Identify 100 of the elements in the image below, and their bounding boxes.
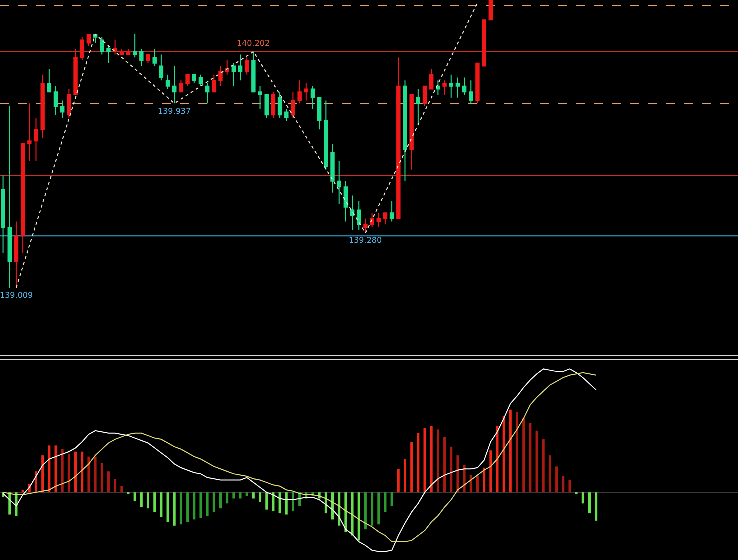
candlestick [264,94,269,119]
candlestick [449,74,454,98]
bar [246,492,248,496]
bar [100,462,104,493]
bar [483,468,486,493]
bar [509,410,512,493]
bar [568,480,572,493]
bar [193,492,196,520]
candlestick [357,201,362,231]
candlestick [344,180,348,222]
candlestick [244,57,250,76]
bar [252,492,255,499]
bar [107,472,110,493]
candlestick [20,143,26,254]
candlestick [100,36,104,56]
bar [456,456,460,493]
candlestick [166,74,170,90]
annotation: 140.202 [237,39,270,48]
candlestick [416,88,421,124]
candlestick [60,100,65,119]
bar [436,430,440,493]
candlestick [186,74,190,87]
candlestick [436,80,440,96]
bar [404,459,406,493]
bar [332,492,334,520]
bar [444,437,446,493]
bar [272,492,275,512]
candlestick [469,80,474,104]
bar [212,492,216,512]
candlestick [364,218,368,234]
bar [88,456,90,493]
candlestick [376,212,381,228]
bar [147,492,150,509]
candlestick [271,92,276,119]
bar [470,475,472,493]
bar [48,446,51,493]
bar [74,452,78,493]
candlestick [442,80,447,96]
bar [154,492,156,512]
candlestick [74,48,78,96]
candlestick [80,36,84,61]
bar [259,492,262,502]
bar [344,492,348,532]
candlestick [8,106,12,288]
bar [81,452,84,493]
bar [536,430,538,493]
annotation: 139.280 [349,236,382,245]
candlestick [383,212,388,226]
bar [476,476,479,493]
candlestick [198,74,204,87]
bar [490,450,492,493]
candlestick [40,74,45,139]
candlestick [54,86,58,116]
bar [8,492,12,515]
bar [285,492,288,515]
bar [542,440,545,493]
candlestick [317,97,322,130]
candlestick [106,46,111,64]
bar [338,492,341,526]
bar [496,426,499,493]
candlestick [67,88,72,119]
bar [140,492,143,508]
bar [42,456,44,493]
candlestick [284,108,289,122]
bar [22,490,24,493]
candlestick [140,48,144,67]
candlestick [218,66,223,87]
bar [186,492,190,522]
candlestick [179,80,184,93]
candlestick [146,54,150,64]
bar [548,456,552,493]
bar [522,418,526,493]
bar [364,492,367,530]
candlestick [476,62,480,104]
candlestick [291,92,296,119]
bar [529,423,532,493]
candlestick [47,68,52,93]
annotation: 139.937 [158,107,192,116]
bar [180,492,182,525]
candlestick [482,20,486,67]
bar [166,492,170,522]
candlestick [396,57,401,220]
bar [410,442,414,493]
bar [266,492,268,510]
bar [120,486,124,493]
bar [502,416,506,493]
bar [397,469,400,493]
bar [417,433,420,493]
bar [219,492,222,509]
bar [588,492,591,514]
bar [390,492,394,506]
bar [384,492,387,512]
bar [200,492,202,518]
bar [232,492,236,499]
bar [226,492,229,504]
candlestick [488,0,494,21]
candlestick [192,74,196,84]
bar [160,492,163,518]
candlestick [310,86,316,110]
candlestick [403,80,408,182]
